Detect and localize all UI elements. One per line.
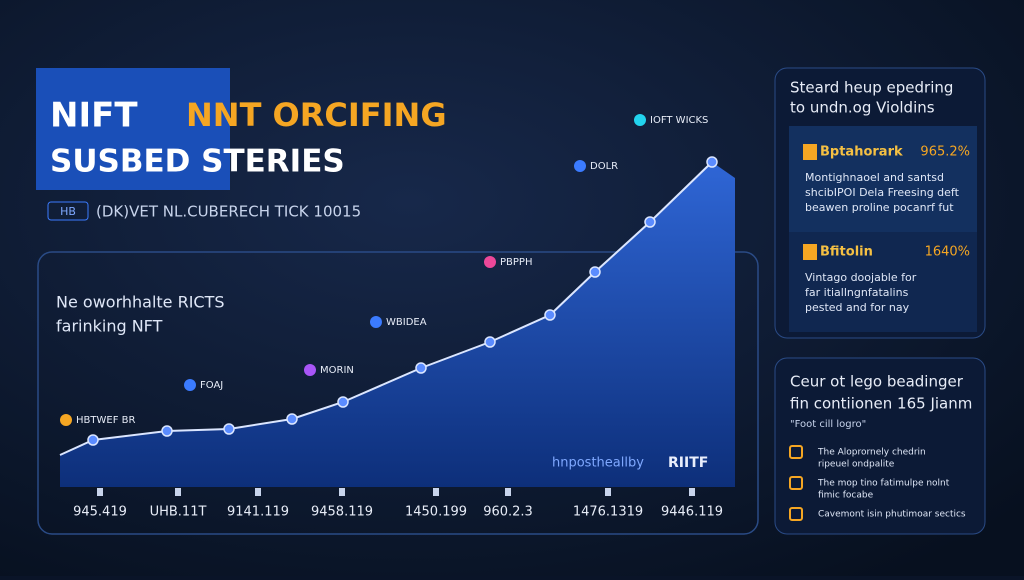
item-text: The Aloprornely chedrin — [817, 448, 926, 458]
annotation: IOFT WICKS — [650, 115, 708, 126]
item-icon — [803, 144, 817, 160]
watermark: hnpostheallby — [552, 456, 644, 471]
point — [484, 336, 496, 348]
annotation: DOLR — [590, 161, 618, 172]
chart-panel — [37, 251, 759, 535]
annotation: PBPPH — [500, 257, 532, 268]
item-text: Montighnaoel and santsd — [805, 171, 944, 184]
x-label: 1476.1319 — [573, 505, 643, 520]
item-icon — [789, 445, 803, 459]
annotation: HBTWEF BR — [76, 415, 135, 426]
x-label: 960.2.3 — [483, 505, 533, 520]
item-icon — [789, 476, 803, 490]
badge: HB — [60, 205, 76, 218]
item-text: Cavemont isin phutimoar sectics — [818, 510, 966, 520]
tick-icon — [433, 488, 439, 496]
point — [87, 434, 99, 446]
x-label: 1450.199 — [405, 505, 467, 520]
point — [223, 423, 235, 435]
tick-icon — [689, 488, 695, 496]
item-icon — [789, 507, 803, 521]
annotation: MORIN — [320, 365, 354, 376]
point — [337, 396, 349, 408]
item-text: beawen proline pocanrf fut — [805, 201, 954, 214]
side-heading: fin contiionen 165 Jianm — [790, 395, 972, 413]
item-value: 1640% — [925, 245, 970, 260]
x-label: UHB.11T — [150, 505, 207, 520]
item-icon — [803, 244, 817, 260]
annotation: WBIDEA — [386, 317, 427, 328]
item-text: The mop tino fatimulpe nolnt — [817, 479, 950, 489]
brand: RIITF — [668, 455, 708, 471]
annotation-icon — [184, 379, 196, 391]
annotation: FOAJ — [200, 380, 223, 391]
point — [644, 216, 656, 228]
annotation-icon — [574, 160, 586, 172]
item-text: Vintago doojable for — [805, 271, 917, 284]
item-text: ripeuel ondpalite — [818, 460, 895, 470]
tick-icon — [255, 488, 261, 496]
subtitle: (DK)VET NL.CUBERECH TICK 10015 — [96, 203, 361, 221]
x-label: 9141.119 — [227, 505, 289, 520]
item-text: shcibIPOI Dela Freesing deft — [805, 186, 960, 199]
tick-icon — [97, 488, 103, 496]
annotation-icon — [484, 256, 496, 268]
title-box — [36, 68, 230, 190]
x-label: 9458.119 — [311, 505, 373, 520]
point — [589, 266, 601, 278]
x-label: 9446.119 — [661, 505, 723, 520]
side-heading: Ceur ot lego beadinger — [790, 373, 964, 391]
point — [706, 156, 718, 168]
point — [161, 425, 173, 437]
item-text: pested and for nay — [805, 301, 910, 314]
annotation-icon — [634, 114, 646, 126]
annotation-icon — [370, 316, 382, 328]
item-name: Bfitolin — [820, 245, 873, 260]
title-main: NIFT — [50, 96, 138, 136]
tick-icon — [505, 488, 511, 496]
point — [415, 362, 427, 374]
line — [59, 161, 713, 456]
panel-label: Ne oworhhalte RICTS — [56, 293, 225, 312]
side-card — [789, 126, 977, 232]
item-text: fimic focabe — [818, 491, 874, 501]
title-accent: NNT ORCIFING — [186, 96, 447, 134]
tick-icon — [175, 488, 181, 496]
side-heading: Steard heup epedring — [790, 79, 953, 97]
point — [286, 413, 298, 425]
side-heading: to undn.og Violdins — [790, 99, 935, 117]
badge-box — [47, 201, 89, 221]
annotation-icon — [304, 364, 316, 376]
area — [60, 162, 735, 487]
side-panel — [774, 357, 986, 535]
point — [544, 309, 556, 321]
tick-icon — [339, 488, 345, 496]
title-line2: SUSBED STERIES — [50, 144, 345, 180]
x-label: 945.419 — [73, 505, 127, 520]
item-text: far itiallngnfatalins — [805, 286, 909, 299]
panel-label: farinking NFT — [56, 317, 163, 336]
item-value: 965.2% — [920, 145, 970, 160]
side-card — [789, 232, 977, 332]
annotation-icon — [60, 414, 72, 426]
tick-icon — [605, 488, 611, 496]
item-name: Bptahorark — [820, 145, 903, 160]
side-note: "Foot cill logro" — [790, 419, 866, 430]
